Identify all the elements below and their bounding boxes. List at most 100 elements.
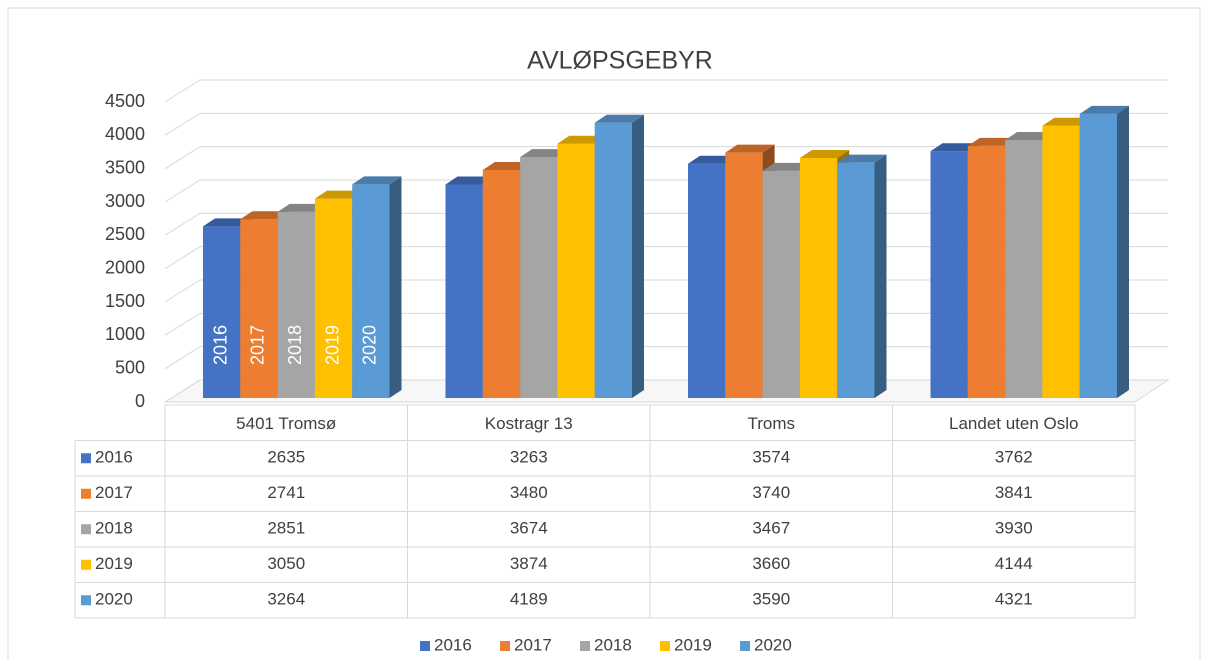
- legend-label: 2019: [674, 635, 712, 654]
- table-row-label: 2017: [95, 483, 133, 502]
- bar-top: [314, 190, 365, 199]
- bar-series-label: 2019: [322, 325, 342, 365]
- table-row-label: 2019: [95, 554, 133, 573]
- table-cell: 3467: [752, 519, 790, 538]
- table-cell: 3660: [752, 554, 790, 573]
- bar-top: [352, 176, 402, 185]
- bar: [520, 157, 558, 398]
- y-tick-label: 2500: [105, 224, 145, 244]
- legend-key: [500, 641, 510, 651]
- legend-label: 2017: [514, 635, 552, 654]
- table-cell: 3874: [510, 554, 548, 573]
- y-tick-label: 3500: [105, 157, 145, 177]
- bar: [1005, 140, 1043, 398]
- bar: [837, 162, 875, 398]
- bar-top: [688, 155, 738, 164]
- table-cell: 4144: [995, 554, 1033, 573]
- legend-label: 2018: [594, 635, 632, 654]
- table-cell: 4189: [510, 590, 548, 609]
- bar: [482, 170, 521, 398]
- bar-series-label: 2020: [360, 325, 380, 365]
- table-row-label: 2018: [95, 519, 133, 538]
- bar: [688, 163, 726, 398]
- table-cell: 2851: [267, 519, 305, 538]
- table-cell: 3762: [995, 448, 1033, 467]
- bar-top: [240, 211, 290, 220]
- bar-top: [762, 162, 812, 171]
- bar-top: [277, 203, 327, 212]
- bar-top: [557, 135, 607, 144]
- table-row-label: 2020: [95, 590, 133, 609]
- legend-key: [660, 641, 670, 651]
- bar: [1079, 113, 1117, 398]
- table-key: [81, 524, 91, 535]
- y-tick-label: 0: [135, 391, 145, 411]
- table-header: Landet uten Oslo: [949, 414, 1078, 433]
- bar: [557, 143, 595, 398]
- bar-top: [1079, 105, 1129, 114]
- table-header: Kostragr 13: [485, 414, 573, 433]
- bar: [314, 198, 353, 398]
- bar-top: [930, 143, 980, 152]
- bar: [762, 170, 800, 398]
- table-key: [81, 488, 91, 499]
- y-tick-label: 4000: [105, 124, 145, 144]
- bar-top: [967, 137, 1018, 146]
- bar: [352, 184, 390, 398]
- chart-title: AVLØPSGEBYR: [527, 47, 713, 75]
- table-key: [81, 453, 91, 464]
- grid-line: [164, 146, 1168, 170]
- table-cell: 3574: [752, 448, 790, 467]
- legend-key: [420, 641, 430, 651]
- grid-line: [164, 79, 1168, 103]
- bar: [277, 211, 315, 398]
- table-cell: 3841: [995, 483, 1033, 502]
- table-cell: 3740: [752, 483, 790, 502]
- bar: [594, 122, 632, 398]
- bar: [203, 226, 241, 398]
- table-cell: 2741: [267, 483, 305, 502]
- table-cell: 4321: [995, 590, 1033, 609]
- y-tick-label: 4500: [105, 91, 145, 111]
- legend-label: 2016: [434, 635, 472, 654]
- bar-top: [725, 144, 775, 153]
- y-tick-label: 1000: [105, 324, 145, 344]
- table-cell: 3264: [267, 590, 305, 609]
- table-cell: 3930: [995, 519, 1033, 538]
- bar: [725, 152, 763, 398]
- table-cell: 3674: [510, 519, 548, 538]
- bar: [1042, 125, 1080, 398]
- table-cell: 3590: [752, 590, 790, 609]
- table-cell: 3263: [510, 448, 548, 467]
- bar-top: [799, 150, 850, 158]
- bar-series-label: 2016: [210, 325, 230, 365]
- bar-top: [520, 149, 570, 158]
- bar-side: [389, 176, 402, 398]
- table-key: [81, 559, 91, 570]
- y-tick-label: 2000: [105, 257, 145, 277]
- bar-top: [203, 218, 253, 227]
- bar-top: [1005, 132, 1055, 140]
- bar: [799, 158, 838, 398]
- bar-series-label: 2017: [248, 325, 268, 365]
- bar: [445, 184, 483, 398]
- table-key: [81, 595, 91, 606]
- bar: [930, 151, 968, 398]
- table-cell: 2635: [267, 448, 305, 467]
- bar-series-label: 2018: [285, 325, 305, 365]
- bar-top: [445, 176, 495, 185]
- y-tick-label: 3000: [105, 191, 145, 211]
- table-cell: 3480: [510, 483, 548, 502]
- y-tick-label: 500: [115, 357, 145, 377]
- grid-line: [164, 112, 1168, 136]
- bar-top: [1042, 117, 1092, 126]
- bar: [967, 145, 1006, 398]
- table-row-label: 2016: [95, 448, 133, 467]
- y-tick-label: 1500: [105, 291, 145, 311]
- bar: [240, 219, 278, 398]
- table-cell: 3050: [267, 554, 305, 573]
- legend-key: [740, 641, 750, 651]
- bar-side: [874, 154, 887, 398]
- bar-side: [632, 114, 644, 398]
